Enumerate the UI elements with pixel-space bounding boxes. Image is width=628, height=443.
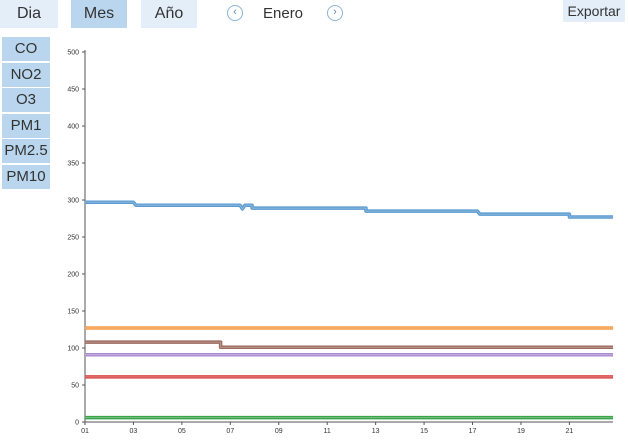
y-tick-label: 250 [67, 235, 79, 242]
tab-mes[interactable]: Mes [71, 0, 127, 28]
series-line-2 [85, 340, 613, 350]
pollutant-list: CO NO2 O3 PM1 PM2.5 PM10 [2, 37, 50, 191]
y-tick-label: 50 [71, 383, 79, 390]
export-button[interactable]: Exportar [563, 0, 625, 22]
x-tick-label: 15 [420, 428, 428, 435]
pollutant-co[interactable]: CO [2, 37, 50, 61]
y-tick-label: 300 [67, 198, 79, 205]
series-line-0 [85, 200, 613, 219]
series-highlight-2 [85, 341, 613, 348]
pollutant-pm1[interactable]: PM1 [2, 113, 50, 138]
x-tick-label: 01 [81, 428, 89, 435]
y-tick-label: 150 [67, 309, 79, 316]
series-highlight-0 [85, 201, 613, 218]
x-tick-label: 11 [324, 428, 331, 435]
y-tick-label: 0 [75, 420, 79, 427]
pollutant-o3[interactable]: O3 [2, 88, 50, 113]
chevron-left-icon[interactable]: ‹ [227, 5, 243, 21]
pollutant-pm10[interactable]: PM10 [2, 164, 50, 189]
x-tick-label: 13 [372, 428, 380, 435]
y-tick-label: 400 [67, 124, 79, 131]
pollutant-no2[interactable]: NO2 [2, 62, 50, 87]
x-tick-label: 17 [469, 428, 477, 435]
tab-ano[interactable]: Año [141, 0, 197, 28]
chevron-right-icon[interactable]: › [327, 5, 343, 21]
tab-dia[interactable]: Dia [0, 0, 58, 28]
y-tick-label: 350 [67, 161, 79, 168]
y-tick-label: 450 [67, 87, 79, 94]
x-tick-label: 05 [178, 428, 186, 435]
y-tick-label: 500 [67, 50, 79, 57]
x-tick-label: 07 [226, 428, 234, 435]
x-tick-label: 21 [566, 428, 574, 435]
y-tick-label: 100 [67, 346, 79, 353]
y-tick-label: 200 [67, 272, 79, 279]
pollutant-pm25[interactable]: PM2.5 [2, 139, 50, 164]
x-tick-label: 03 [130, 428, 138, 435]
x-tick-label: 09 [275, 428, 283, 435]
x-tick-label: 19 [517, 428, 525, 435]
month-label: Enero [263, 5, 304, 22]
